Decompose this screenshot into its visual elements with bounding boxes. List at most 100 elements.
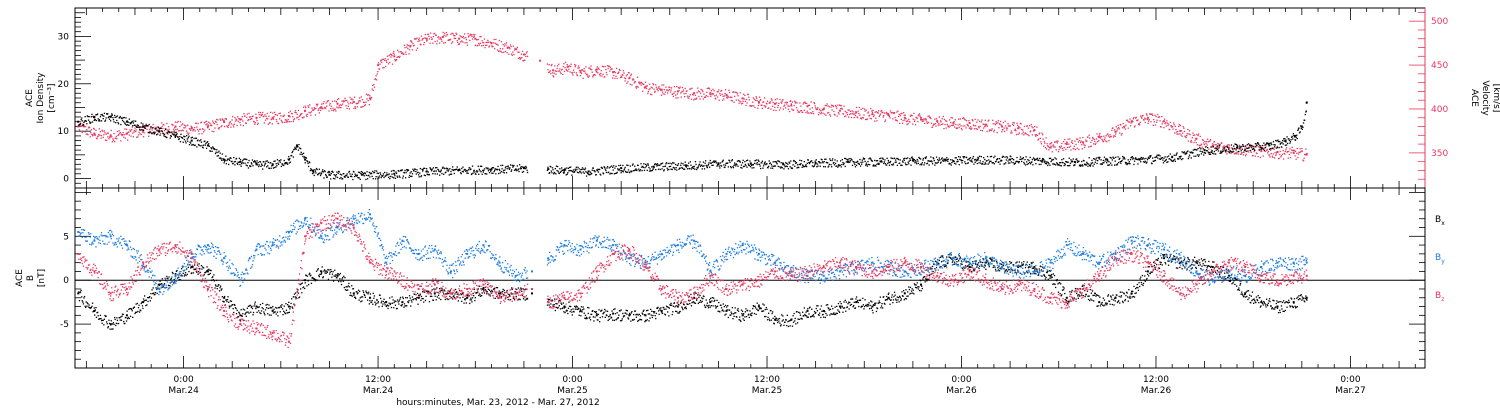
velocity-series-point <box>981 119 982 120</box>
velocity-series-point <box>805 112 806 113</box>
bx-series-point <box>341 278 342 279</box>
velocity-series-point <box>555 74 556 75</box>
bx-series-point <box>124 323 125 324</box>
velocity-series-point <box>259 117 260 118</box>
density-series-point <box>351 176 352 177</box>
density-series-point <box>88 120 89 121</box>
density-series-point <box>790 166 791 167</box>
density-series-point <box>846 161 847 162</box>
velocity-series-point <box>387 56 388 57</box>
velocity-series-point <box>417 41 418 42</box>
density-series-point <box>1163 158 1164 159</box>
velocity-series-anchor <box>272 117 274 119</box>
velocity-series-point <box>232 116 233 117</box>
density-series-point <box>374 172 375 173</box>
velocity-series-point <box>242 120 243 121</box>
velocity-series-point <box>369 104 370 105</box>
velocity-series-anchor <box>1179 130 1181 132</box>
density-series-point <box>294 147 295 148</box>
density-series-point <box>101 120 102 121</box>
bx-series-point <box>149 296 150 297</box>
density-series-point <box>989 162 990 163</box>
velocity-series-anchor <box>239 119 241 121</box>
density-series-point <box>1304 120 1305 121</box>
velocity-series-point <box>631 74 632 75</box>
density-series-point <box>857 161 858 162</box>
density-series-point <box>889 162 890 163</box>
velocity-series-point <box>649 84 650 85</box>
velocity-series-anchor <box>288 115 290 117</box>
density-series-point <box>758 160 759 161</box>
velocity-series-point <box>836 108 837 109</box>
velocity-series-point <box>1069 147 1070 148</box>
velocity-series-point <box>872 110 873 111</box>
density-series-point <box>98 118 99 119</box>
velocity-series-point <box>307 114 308 115</box>
velocity-series-point <box>799 102 800 103</box>
density-series-point <box>267 160 268 161</box>
density-series-point <box>132 125 133 126</box>
density-series-point <box>817 163 818 164</box>
velocity-series-point <box>307 105 308 106</box>
velocity-series-point <box>637 77 638 78</box>
bx-series-point <box>329 273 330 274</box>
velocity-series-point <box>779 99 780 100</box>
density-series-point <box>706 165 707 166</box>
density-series-point <box>906 164 907 165</box>
velocity-series-point <box>658 87 659 88</box>
velocity-series-point <box>939 116 940 117</box>
density-series-point <box>518 169 519 170</box>
velocity-series-point <box>912 123 913 124</box>
velocity-series-point <box>572 73 573 74</box>
velocity-series-point <box>510 44 511 45</box>
velocity-series-point <box>186 131 187 132</box>
density-series-point <box>760 168 761 169</box>
velocity-series-point <box>1040 141 1041 142</box>
velocity-series-point <box>703 94 704 95</box>
density-series-point <box>728 166 729 167</box>
density-series-point <box>576 169 577 170</box>
velocity-series-point <box>378 62 379 63</box>
velocity-series-point <box>439 43 440 44</box>
bx-series-point <box>238 316 239 317</box>
velocity-series-point <box>1085 145 1086 146</box>
density-series-anchor <box>1285 140 1287 142</box>
velocity-series-point <box>141 134 142 135</box>
density-series-point <box>971 159 972 160</box>
velocity-series-point <box>564 71 565 72</box>
bx-series-point <box>255 302 256 303</box>
velocity-series-point <box>606 72 607 73</box>
velocity-series-point <box>991 130 992 131</box>
velocity-series-point <box>120 140 121 141</box>
density-series-point <box>916 161 917 162</box>
density-series-point <box>229 158 230 159</box>
velocity-series-point <box>509 47 510 48</box>
density-series-anchor <box>1294 135 1296 137</box>
velocity-series-point <box>483 42 484 43</box>
velocity-series-point <box>947 124 948 125</box>
density-series-point <box>293 156 294 157</box>
velocity-series-point <box>444 33 445 34</box>
velocity-series-point <box>213 131 214 132</box>
bx-series-point <box>265 304 266 305</box>
velocity-series-point <box>1068 144 1069 145</box>
density-series-point <box>1095 162 1096 163</box>
density-series-point <box>155 128 156 129</box>
velocity-series-point <box>999 124 1000 125</box>
bx-series-point <box>94 307 95 308</box>
velocity-series-point <box>1155 124 1156 125</box>
density-series-point <box>860 162 861 163</box>
velocity-series-point <box>1276 153 1277 154</box>
density-series-point <box>1245 145 1246 146</box>
velocity-series-point <box>940 121 941 122</box>
b-axis-label: [nT] <box>37 269 47 287</box>
velocity-series-point <box>424 37 425 38</box>
density-series-anchor <box>944 160 946 162</box>
density-series-point <box>309 162 310 163</box>
velocity-series-point <box>164 130 165 131</box>
bx-series-point <box>315 279 316 280</box>
density-series-point <box>869 164 870 165</box>
velocity-series-point <box>179 126 180 127</box>
density-series-point <box>632 163 633 164</box>
density-series-point <box>315 172 316 173</box>
